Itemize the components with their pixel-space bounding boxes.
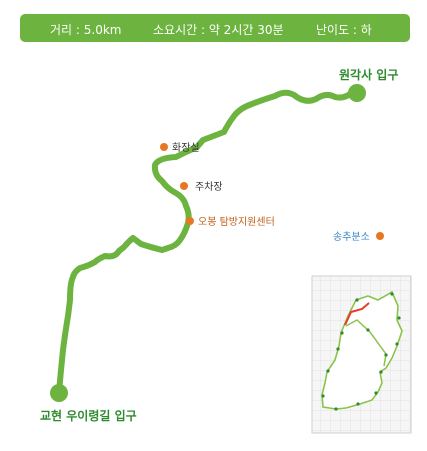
parking-label: 주차장	[195, 181, 223, 193]
inset-internal-route	[345, 319, 387, 367]
trail-info-bar: 거리 : 5.0km 소요시간 : 약 2시간 30분 난이도 : 하	[20, 14, 410, 42]
start-label: 원각사 입구	[339, 67, 398, 82]
restroom-label: 화장실	[172, 142, 200, 154]
start-marker[interactable]	[348, 84, 366, 102]
distance-text: 거리 : 5.0km	[50, 23, 122, 37]
end-label: 교현 우이령길 입구	[40, 408, 137, 423]
visitor-center-label: 오봉 탐방지원센터	[198, 216, 275, 228]
end-marker[interactable]	[50, 384, 68, 402]
office-label: 송추분소	[333, 231, 370, 243]
office-marker[interactable]	[376, 232, 384, 240]
inset-highlighted-route	[344, 302, 370, 326]
parking-marker[interactable]	[180, 182, 188, 190]
difficulty-text: 난이도 : 하	[316, 23, 372, 37]
inset-overview-map	[311, 275, 412, 434]
duration-text: 소요시간 : 약 2시간 30분	[153, 23, 284, 37]
trail-route	[56, 89, 360, 395]
restroom-marker[interactable]	[160, 143, 168, 151]
visitor-center-marker[interactable]	[186, 217, 194, 225]
